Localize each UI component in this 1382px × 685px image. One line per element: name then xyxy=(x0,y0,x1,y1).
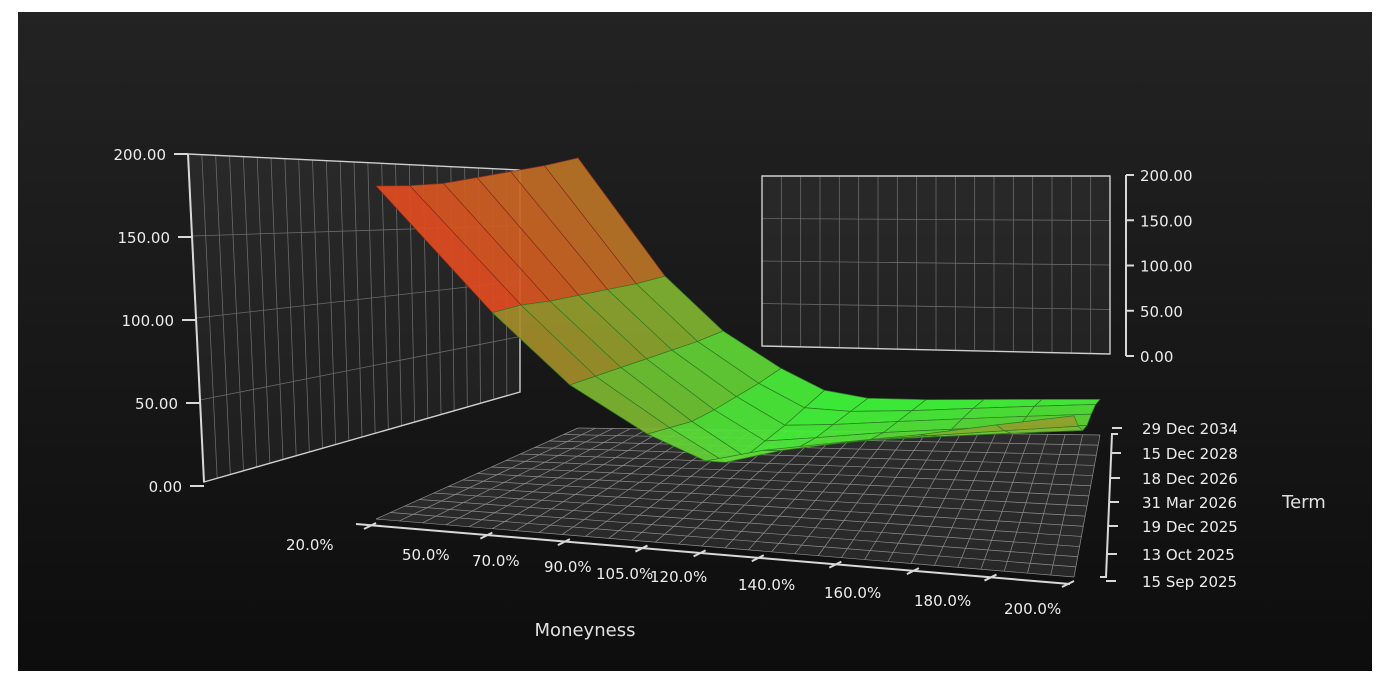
x-tick xyxy=(751,554,765,563)
surface-cell xyxy=(995,415,1079,432)
floor-gridline xyxy=(549,440,1097,456)
x-tick-label: 105.0% xyxy=(596,565,653,583)
z-tick-label-left: 200.00 xyxy=(114,146,167,164)
floor-gridline xyxy=(534,447,1095,466)
floor-gridline xyxy=(375,518,1075,578)
x-tick-label: 20.0% xyxy=(286,536,334,554)
floor-fill xyxy=(376,428,1100,577)
x-tick xyxy=(557,538,571,547)
x-tick-label: 160.0% xyxy=(824,584,881,602)
x-axis-title: Moneyness xyxy=(535,620,636,641)
right-pane-border xyxy=(761,175,1111,355)
y-tick-label: 29 Dec 2034 xyxy=(1142,420,1238,438)
floor-gridline xyxy=(404,505,1078,558)
z-tick-label-left: 150.00 xyxy=(118,229,171,247)
z-tick-label-right: 150.00 xyxy=(1140,212,1193,230)
x-tick-label: 70.0% xyxy=(472,552,520,570)
y-tick-label: 18 Dec 2026 xyxy=(1142,470,1238,488)
floor-gridline xyxy=(419,499,1080,547)
z-tick-label-right: 50.00 xyxy=(1140,303,1183,321)
z-axis-left-line xyxy=(187,153,205,483)
floor-gridline xyxy=(491,466,1089,497)
x-tick xyxy=(828,560,842,569)
x-tick xyxy=(1061,580,1075,588)
y-tick-label: 15 Dec 2028 xyxy=(1142,445,1238,463)
z-tick-label-right: 200.00 xyxy=(1140,167,1193,185)
x-tick-label: 140.0% xyxy=(738,576,795,594)
floor-gridline xyxy=(476,473,1088,507)
x-axis-line xyxy=(355,523,1071,585)
x-tick xyxy=(983,573,997,582)
floor-gridline xyxy=(462,479,1086,517)
chart-axes: 0.00 50.00 100.00 150.00 200.00 0.00 50.00 100.… xyxy=(114,146,1238,618)
right-projection-pane xyxy=(761,175,1111,355)
chart-area: 0.00 50.00 100.00 150.00 200.00 0.00 50.00 100.… xyxy=(18,12,1372,671)
x-tick-label: 200.0% xyxy=(1004,600,1061,618)
left-pane-gridline xyxy=(199,336,521,401)
z-tick-label-left: 0.00 xyxy=(149,478,182,496)
surface-mesh xyxy=(375,157,1101,463)
floor-gridline xyxy=(433,492,1082,537)
x-tick xyxy=(479,531,493,540)
y-tick-label: 13 Oct 2025 xyxy=(1142,546,1235,564)
y-tick-label: 15 Sep 2025 xyxy=(1142,573,1237,591)
floor-gridline xyxy=(390,512,1076,568)
right-pane-gridline xyxy=(761,260,1111,266)
y-tick-label: 19 Dec 2025 xyxy=(1142,518,1238,536)
x-tick xyxy=(906,567,920,576)
left-pane-gridline xyxy=(195,280,521,319)
right-pane-gridline xyxy=(761,218,1111,221)
x-tick xyxy=(634,544,648,553)
z-tick-label-left: 50.00 xyxy=(135,395,178,413)
y-axis-title: Term xyxy=(1281,492,1326,513)
x-tick xyxy=(693,549,707,558)
floor-gridline xyxy=(448,486,1084,527)
floor-gridline xyxy=(520,453,1093,476)
y-tick-label: 31 Mar 2026 xyxy=(1142,494,1237,512)
x-tick-label: 50.0% xyxy=(402,546,450,564)
z-tick-label-right: 100.00 xyxy=(1140,258,1193,276)
x-tick-label: 120.0% xyxy=(650,568,707,586)
x-tick-label: 90.0% xyxy=(544,558,592,576)
x-tick-label: 180.0% xyxy=(914,592,971,610)
x-tick xyxy=(363,522,377,530)
right-pane-gridline xyxy=(761,303,1111,310)
z-tick-label-right: 0.00 xyxy=(1140,348,1173,366)
floor-grid xyxy=(375,427,1101,578)
volatility-surface-chart: 0.00 50.00 100.00 150.00 200.00 0.00 50.00 100.… xyxy=(114,146,1326,641)
floor-gridline xyxy=(505,460,1091,487)
y-axis-line xyxy=(1100,433,1118,578)
z-tick-label-left: 100.00 xyxy=(122,312,175,330)
